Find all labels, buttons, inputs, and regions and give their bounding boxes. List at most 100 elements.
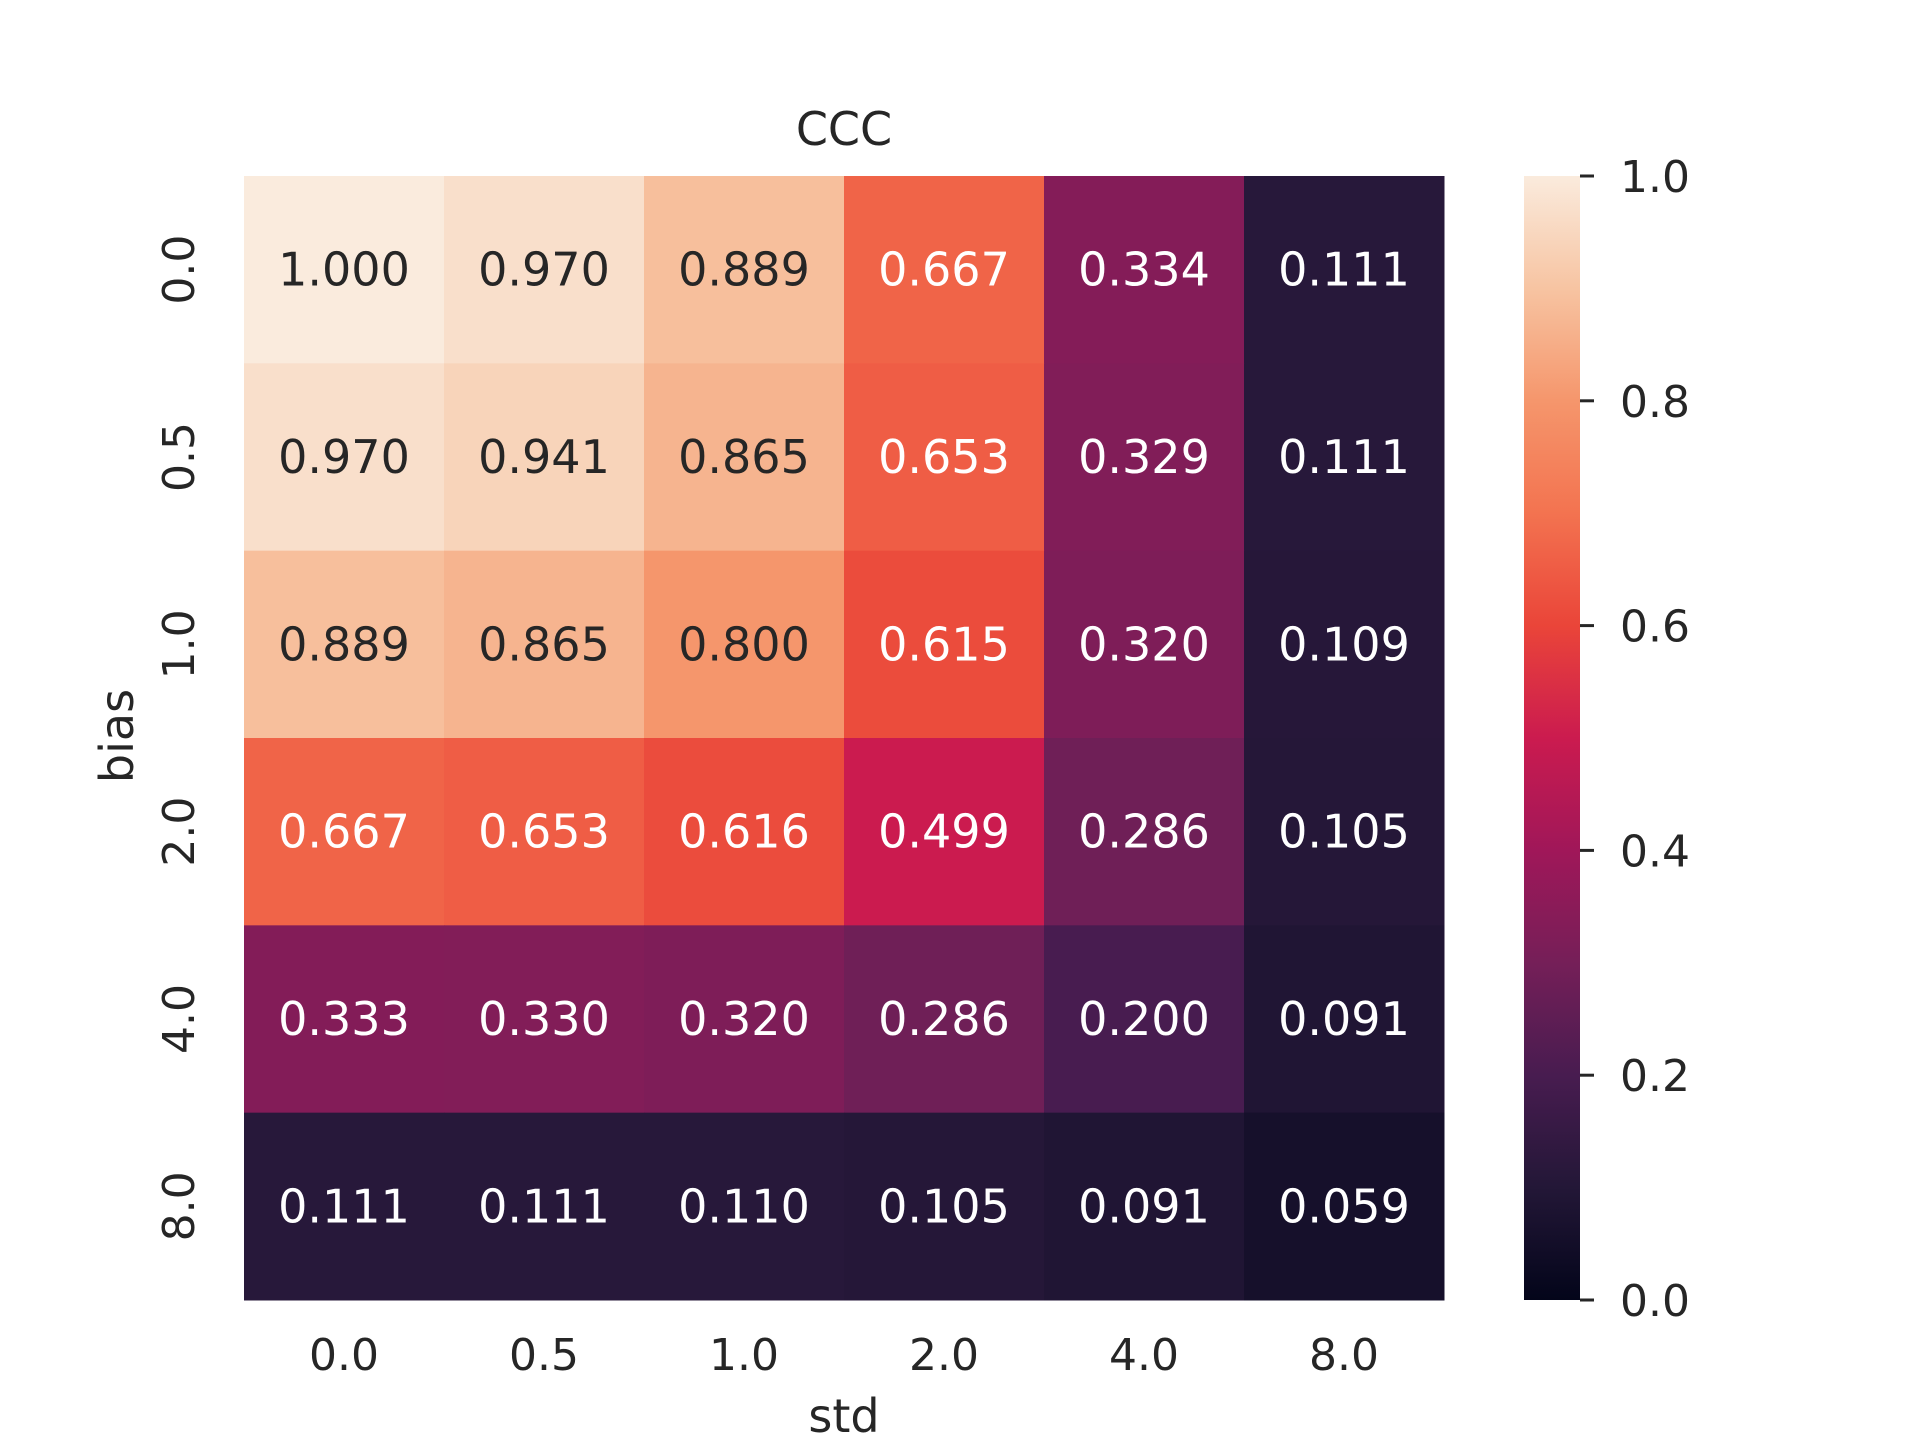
colorbar-tick-label: 0.6	[1620, 602, 1690, 653]
heatmap-cell	[1044, 363, 1245, 552]
cell-value-label: 0.330	[478, 992, 610, 1046]
y-tick-label: 0.5	[154, 422, 205, 492]
heatmap-cell	[1044, 550, 1245, 739]
heatmap-cell	[844, 1112, 1045, 1301]
cell-value-label: 0.667	[278, 805, 410, 859]
heatmap-cells	[244, 176, 1445, 1301]
cell-value-label: 0.800	[678, 617, 810, 671]
cell-value-label: 0.889	[278, 617, 410, 671]
heatmap-cell	[1244, 363, 1445, 552]
cell-value-label: 0.865	[478, 617, 610, 671]
cell-value-label: 0.111	[278, 1179, 410, 1233]
cell-value-label: 0.091	[1078, 1179, 1210, 1233]
heatmap-cell	[1244, 550, 1445, 739]
heatmap-cell	[844, 550, 1045, 739]
heatmap-cell	[1044, 176, 1245, 364]
heatmap-cell	[844, 925, 1045, 1114]
x-tick-label: 0.5	[509, 1330, 579, 1381]
cell-value-label: 0.970	[278, 430, 410, 484]
x-tick-label: 2.0	[909, 1330, 979, 1381]
heatmap-cell	[244, 1112, 445, 1301]
colorbar-tick-label: 0.0	[1620, 1276, 1690, 1327]
heatmap-cell	[1244, 925, 1445, 1114]
cell-value-label: 0.667	[878, 243, 1010, 297]
heatmap-cell	[1244, 1112, 1445, 1301]
cell-value-label: 0.059	[1278, 1179, 1410, 1233]
cell-value-label: 0.200	[1078, 992, 1210, 1046]
cell-value-label: 0.111	[1278, 243, 1410, 297]
x-tick-label: 4.0	[1109, 1330, 1179, 1381]
heatmap-cell	[444, 1112, 645, 1301]
heatmap-cell	[644, 176, 845, 364]
heatmap-cell	[444, 738, 645, 926]
cell-value-label: 0.970	[478, 243, 610, 297]
cell-value-label: 0.111	[478, 1179, 610, 1233]
heatmap-cell	[244, 925, 445, 1114]
heatmap-cell	[1244, 176, 1445, 364]
heatmap-cell	[644, 363, 845, 552]
cell-value-label: 0.941	[478, 430, 610, 484]
colorbar-ticks: 0.0 0.2 0.4 0.6 0.8 1.0	[1580, 152, 1690, 1327]
heatmap-cell	[444, 363, 645, 552]
y-tick-label: 4.0	[154, 984, 205, 1054]
cell-value-label: 0.333	[278, 992, 410, 1046]
cell-value-label: 0.615	[878, 617, 1010, 671]
cell-value-label: 0.329	[1078, 430, 1210, 484]
cell-value-label: 0.499	[878, 805, 1010, 859]
heatmap-cell	[844, 176, 1045, 364]
cell-value-label: 0.320	[678, 992, 810, 1046]
heatmap-cell	[844, 363, 1045, 552]
y-tick-label: 0.0	[154, 235, 205, 305]
heatmap-cell	[244, 176, 445, 364]
heatmap-cell	[444, 925, 645, 1114]
x-tick-label: 1.0	[709, 1330, 779, 1381]
y-axis-label: bias	[90, 689, 144, 783]
colorbar-tick-label: 1.0	[1620, 152, 1690, 203]
cell-value-label: 0.105	[878, 1179, 1010, 1233]
y-tick-label: 8.0	[154, 1171, 205, 1241]
heatmap-cell	[644, 1112, 845, 1301]
x-tick-label: 0.0	[309, 1330, 379, 1381]
cell-value-label: 0.889	[678, 243, 810, 297]
heatmap-cell-labels: 1.000 0.970 0.889 0.667 0.334 0.111 0.970 0.941…	[278, 243, 1410, 1234]
cell-value-label: 0.286	[878, 992, 1010, 1046]
x-tick-label: 8.0	[1309, 1330, 1379, 1381]
heatmap-cell	[1244, 738, 1445, 926]
heatmap-cell	[244, 550, 445, 739]
colorbar-tick-label: 0.4	[1620, 826, 1690, 877]
chart-title: CCC	[796, 102, 892, 156]
y-tick-label: 1.0	[154, 609, 205, 679]
heatmap-cell	[444, 176, 645, 364]
cell-value-label: 0.091	[1278, 992, 1410, 1046]
cell-value-label: 0.111	[1278, 430, 1410, 484]
cell-value-label: 0.105	[1278, 805, 1410, 859]
cell-value-label: 0.286	[1078, 805, 1210, 859]
heatmap-cell	[844, 738, 1045, 926]
heatmap-cell	[1044, 738, 1245, 926]
y-axis-ticks: 0.0 0.5 1.0 2.0 4.0 8.0	[154, 235, 205, 1242]
y-tick-label: 2.0	[154, 797, 205, 867]
cell-value-label: 0.653	[878, 430, 1010, 484]
x-axis-ticks: 0.0 0.5 1.0 2.0 4.0 8.0	[309, 1330, 1379, 1381]
colorbar	[1524, 176, 1580, 1300]
heatmap-cell	[1044, 1112, 1245, 1301]
cell-value-label: 0.109	[1278, 617, 1410, 671]
cell-value-label: 0.865	[678, 430, 810, 484]
heatmap-cell	[644, 738, 845, 926]
heatmap-cell	[1044, 925, 1245, 1114]
colorbar-tick-label: 0.2	[1620, 1051, 1690, 1102]
x-axis-label: std	[808, 1389, 879, 1440]
cell-value-label: 0.616	[678, 805, 810, 859]
heatmap-cell	[644, 550, 845, 739]
cell-value-label: 1.000	[278, 243, 410, 297]
cell-value-label: 0.320	[1078, 617, 1210, 671]
cell-value-label: 0.653	[478, 805, 610, 859]
heatmap-cell	[244, 363, 445, 552]
cell-value-label: 0.334	[1078, 243, 1210, 297]
colorbar-tick-label: 0.8	[1620, 377, 1690, 428]
cell-value-label: 0.110	[678, 1179, 810, 1233]
heatmap-cell	[644, 925, 845, 1114]
heatmap-cell	[444, 550, 645, 739]
